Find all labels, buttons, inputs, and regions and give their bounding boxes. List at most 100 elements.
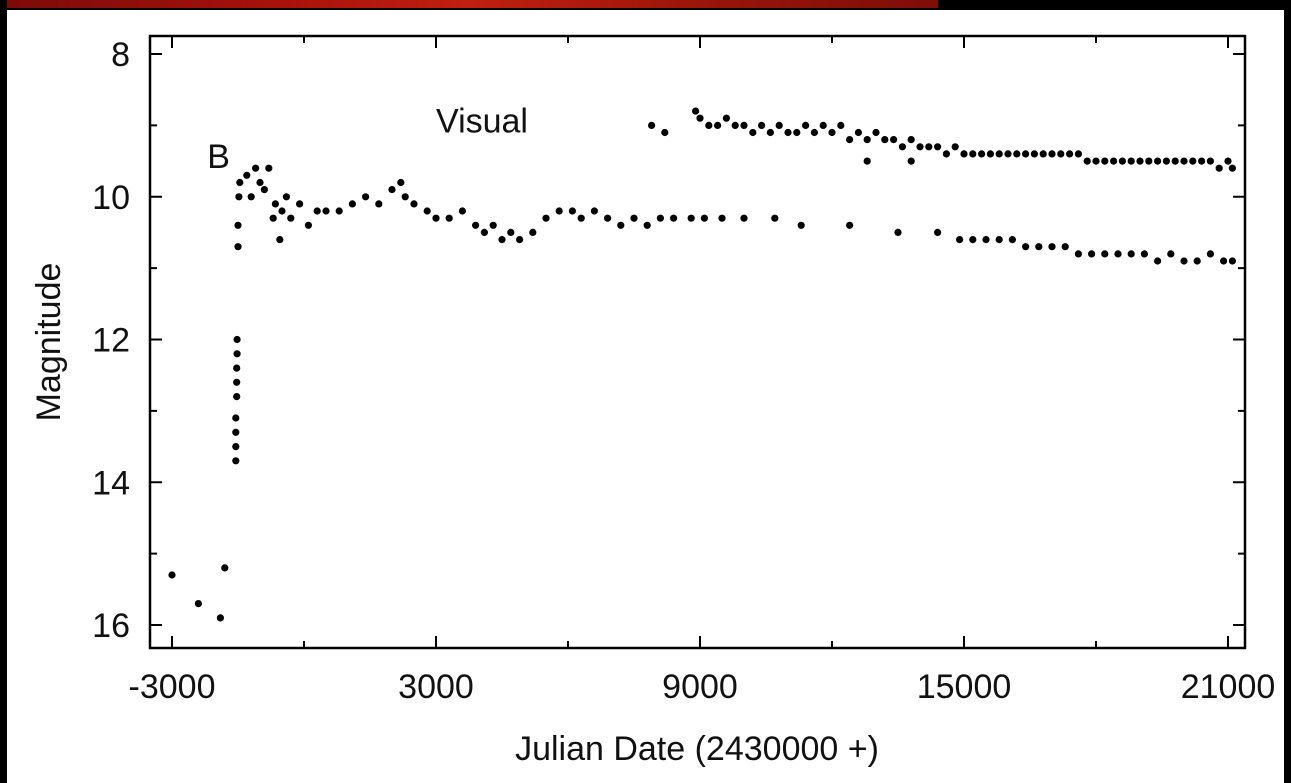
annotation-visual: Visual (436, 103, 528, 141)
data-point-b (489, 221, 497, 229)
data-point-visual (1224, 157, 1232, 165)
data-point-b (388, 186, 396, 194)
data-point-visual (692, 107, 700, 115)
data-point-b (1154, 257, 1162, 265)
data-point-b (700, 214, 709, 222)
data-point-b (313, 207, 321, 215)
data-point-visual (1136, 157, 1144, 165)
data-point-b (282, 193, 290, 201)
data-point-visual (1215, 164, 1223, 172)
data-point-b (232, 443, 240, 451)
data-point-visual (1057, 150, 1065, 158)
data-point-b (630, 214, 638, 222)
data-point-visual (916, 143, 924, 151)
y-tick-label: 14 (92, 464, 130, 502)
data-point-b (271, 200, 279, 208)
data-point-visual (1162, 157, 1170, 165)
frame-left-edge (0, 0, 7, 783)
data-point-visual (846, 136, 854, 144)
data-point-visual (1127, 157, 1135, 165)
data-point-b (233, 393, 241, 401)
data-point-visual (1022, 150, 1030, 158)
x-tick-label: 3000 (398, 668, 474, 706)
data-point-b (1008, 236, 1017, 244)
data-point-b (1114, 250, 1122, 258)
data-point-b (256, 178, 264, 187)
x-tick-label: 15000 (917, 668, 1012, 706)
data-point-visual (969, 150, 977, 158)
x-tick-label: 21000 (1181, 668, 1276, 706)
data-point-b (472, 221, 480, 229)
data-point-visual (1101, 157, 1109, 165)
data-point-visual (1110, 157, 1118, 165)
data-point-b (233, 364, 241, 372)
data-point-visual (837, 121, 845, 129)
data-point-b (617, 221, 625, 229)
data-point-b (252, 164, 260, 172)
data-point-visual (898, 143, 907, 151)
data-point-visual (925, 143, 933, 151)
data-point-visual (775, 121, 783, 129)
data-point-visual (793, 128, 801, 137)
data-point-b (718, 214, 726, 222)
data-point-b (670, 214, 678, 222)
data-point-b (480, 228, 488, 236)
data-point-b (233, 350, 241, 358)
data-point-b (287, 214, 295, 222)
data-point-b (375, 200, 383, 208)
x-tick-label: -3000 (129, 668, 216, 706)
data-point-b (232, 428, 240, 436)
top-color-band (0, 0, 938, 8)
data-point-visual (1030, 150, 1038, 158)
data-point-b (247, 193, 255, 201)
data-point-visual (995, 150, 1003, 158)
data-point-b (1220, 257, 1228, 265)
data-point-b (1035, 243, 1043, 251)
plot-frame (148, 34, 1247, 650)
data-point-b (234, 243, 242, 251)
data-point-b (348, 200, 356, 208)
axis-ticks (150, 36, 1245, 648)
frame-right-edge (1284, 0, 1291, 783)
data-point-b (236, 178, 244, 187)
data-point-b (234, 221, 242, 229)
data-point-b (1088, 250, 1096, 258)
data-point-b (322, 207, 330, 215)
data-point-b (797, 221, 805, 229)
data-point-b (1180, 257, 1188, 265)
data-point-b (269, 214, 277, 222)
axis-tick-labels: -3000 3000 9000 15000 21000 8 10 12 14 16 (92, 36, 1275, 706)
data-point-visual (1092, 157, 1100, 165)
data-point-visual (828, 128, 836, 137)
data-point-visual (1154, 157, 1162, 165)
data-point-b (568, 207, 577, 215)
data-point-b (894, 228, 902, 236)
data-point-visual (1013, 150, 1021, 158)
data-point-visual (907, 157, 915, 165)
data-point-b (934, 228, 942, 236)
data-point-b (243, 171, 251, 179)
data-point-b (194, 600, 202, 608)
data-point-visual (819, 121, 827, 129)
data-point-b (1127, 250, 1135, 258)
data-point-b (846, 221, 854, 229)
data-point-b (458, 207, 466, 215)
y-tick-label: 8 (111, 36, 130, 74)
data-point-b (590, 207, 599, 215)
data-point-b (1101, 250, 1109, 258)
data-point-b (362, 193, 370, 201)
data-point-b (577, 214, 585, 222)
data-point-b (216, 614, 224, 622)
data-point-visual (784, 128, 792, 137)
data-point-visual (705, 121, 713, 129)
data-point-visual (1180, 157, 1188, 165)
data-point-b (1061, 243, 1069, 251)
data-point-visual (696, 114, 704, 122)
data-point-visual (714, 121, 722, 129)
data-point-visual (1048, 150, 1056, 158)
data-point-b (555, 207, 563, 215)
data-point-visual (758, 121, 766, 129)
data-point-b (542, 214, 550, 222)
data-point-visual (978, 150, 986, 158)
